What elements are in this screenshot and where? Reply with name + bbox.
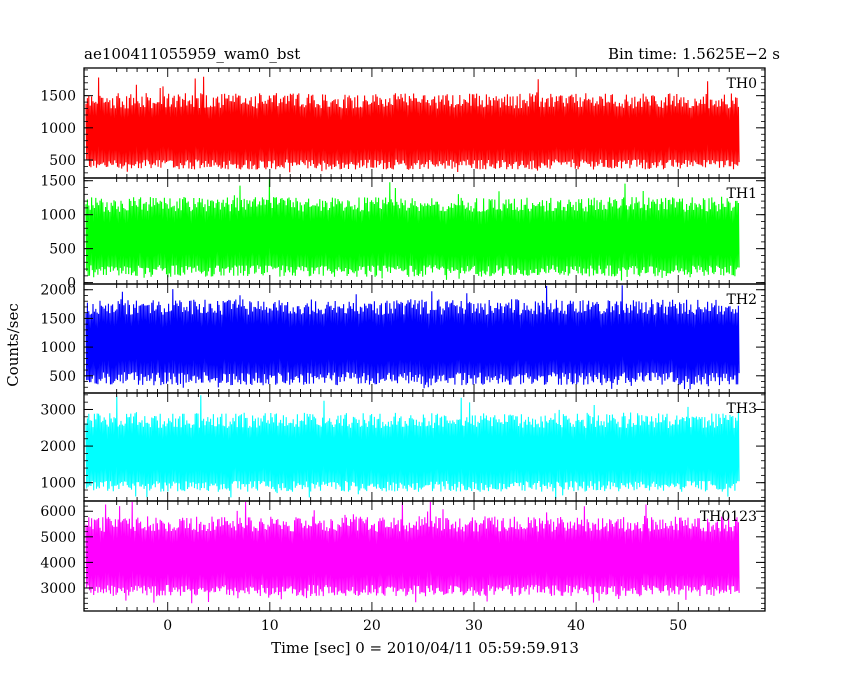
y-tick-label: 2000 [40, 439, 76, 455]
y-tick-label: 6000 [40, 504, 76, 520]
panel-th2: 500 1000 1500 2000 TH2 [40, 283, 766, 394]
y-tick-label: 0 [67, 276, 76, 292]
panel-th1: 0 500 1000 1500 TH1 [40, 174, 766, 292]
y-tick-label: 5000 [40, 530, 76, 546]
series-trace-th0 [85, 76, 740, 173]
panel-th0: 500 1000 1500 TH0 [40, 67, 766, 179]
series-trace-th1 [85, 179, 740, 281]
y-tick-label: 3000 [40, 581, 76, 597]
x-axis-label: Time [sec] 0 = 2010/04/11 05:59:59.913 [271, 639, 579, 657]
panels-group: 500 1000 1500 TH0 0 500 1000 1500 TH1 500 1000 1500… [40, 67, 766, 612]
panel-frame [83, 500, 766, 612]
x-tick-label: 40 [567, 618, 585, 634]
series-trace-th3 [85, 395, 740, 499]
panel-th0123: 3000 4000 5000 6000 TH0123 [40, 500, 766, 612]
y-axis-label: Counts/sec [4, 303, 22, 387]
panel-th3: 1000 2000 3000 TH3 [40, 392, 766, 502]
panel-label-th3: TH3 [727, 401, 757, 417]
y-tick-label: 1000 [40, 340, 76, 356]
chart-title-right: Bin time: 1.5625E−2 s [608, 45, 780, 63]
series-trace-th2 [85, 285, 740, 390]
x-tick-label: 50 [669, 618, 687, 634]
panel-label-th2: TH2 [727, 292, 757, 308]
y-tick-label: 500 [49, 153, 76, 169]
x-axis: 0 10 20 30 40 50 [163, 618, 687, 634]
y-tick-label: 1000 [40, 476, 76, 492]
y-tick-label: 1500 [40, 311, 76, 327]
x-tick-label: 20 [363, 618, 381, 634]
y-tick-label: 500 [49, 369, 76, 385]
x-tick-label: 0 [163, 618, 172, 634]
y-tick-label: 1000 [40, 121, 76, 137]
chart-title-left: ae100411055959_wam0_bst [84, 45, 300, 63]
series-trace-th0123 [85, 501, 740, 604]
y-tick-label: 1500 [40, 89, 76, 105]
panel-label-th0123: TH0123 [700, 509, 757, 525]
y-tick-label: 500 [49, 242, 76, 258]
x-tick-label: 30 [465, 618, 483, 634]
y-tick-label: 1500 [40, 174, 76, 190]
y-tick-label: 2000 [40, 283, 76, 299]
x-tick-label: 10 [261, 618, 279, 634]
panel-label-th0: TH0 [727, 76, 757, 92]
y-tick-label: 3000 [40, 402, 76, 418]
panel-label-th1: TH1 [727, 186, 757, 202]
y-tick-label: 1000 [40, 208, 76, 224]
y-tick-label: 4000 [40, 555, 76, 571]
